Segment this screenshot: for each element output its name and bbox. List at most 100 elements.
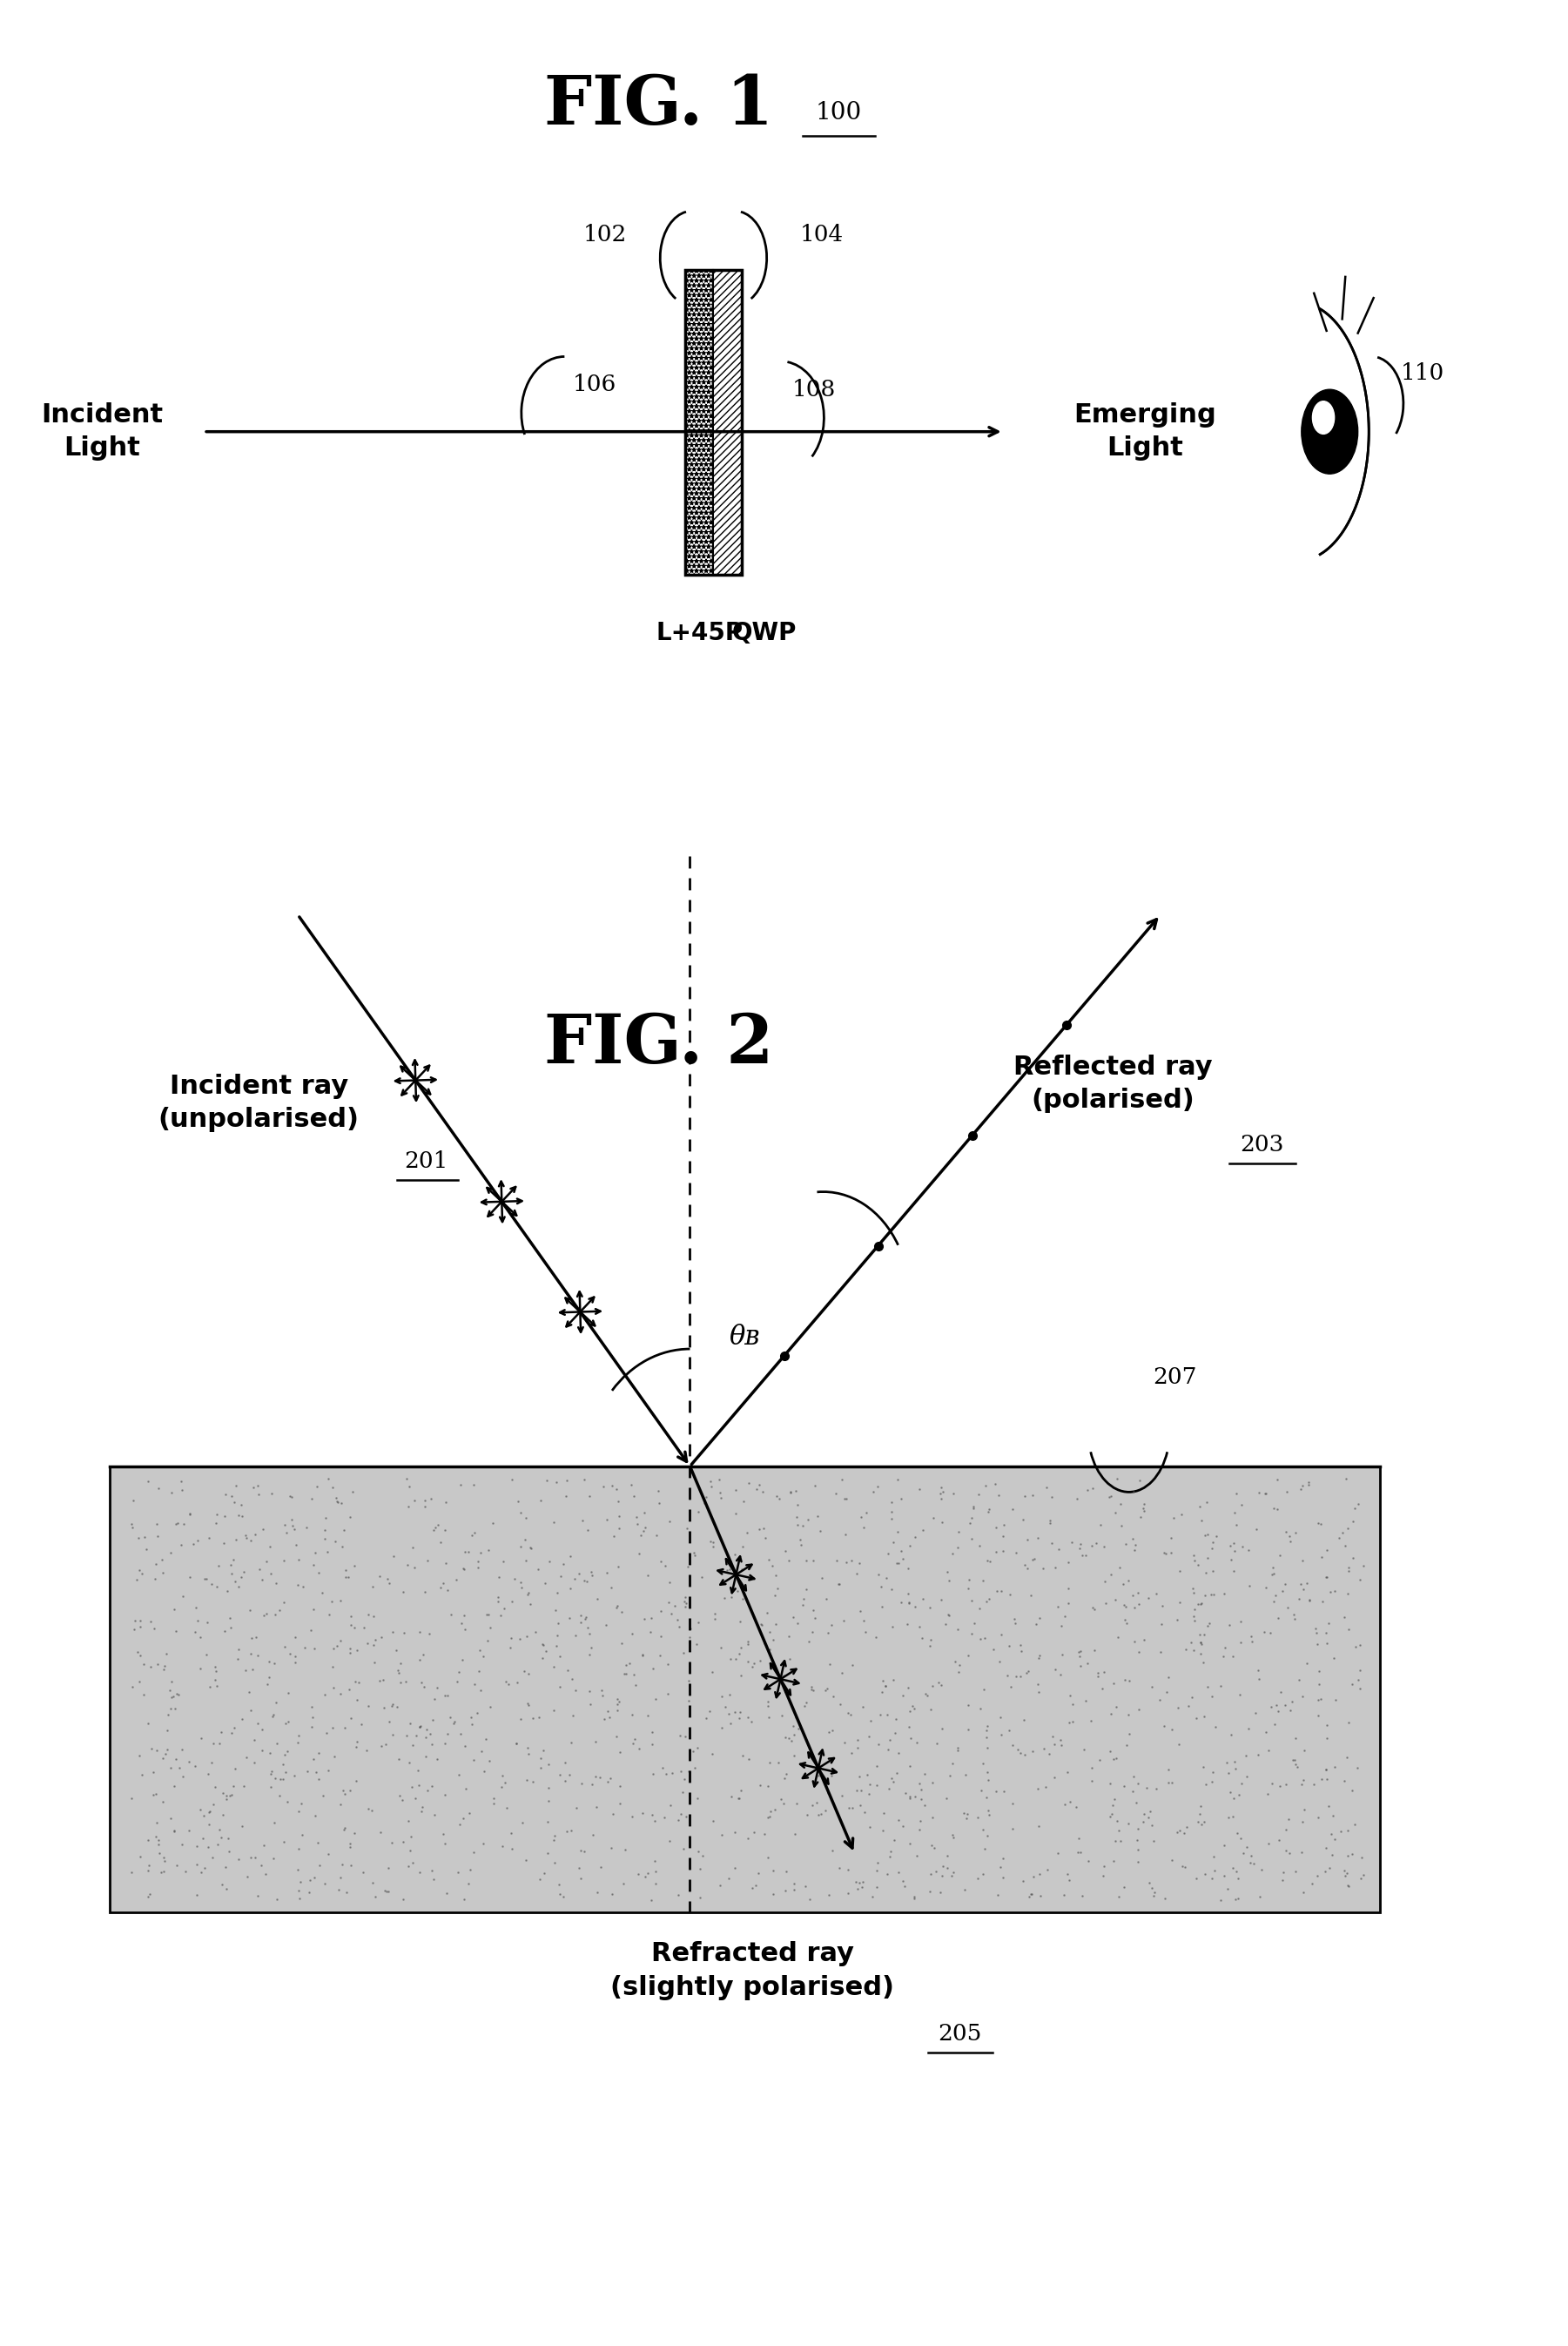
Point — [530, 1640, 555, 1677]
Point — [408, 1708, 433, 1745]
Point — [913, 1755, 938, 1792]
Point — [784, 1785, 809, 1823]
Point — [822, 1677, 847, 1715]
Point — [408, 1612, 433, 1649]
Point — [1138, 1792, 1163, 1830]
Point — [1104, 1823, 1129, 1860]
Point — [1334, 1811, 1359, 1849]
Point — [125, 1633, 151, 1670]
Point — [1159, 1764, 1184, 1802]
Point — [513, 1541, 538, 1579]
Point — [748, 1642, 773, 1680]
Point — [1189, 1586, 1214, 1623]
Point — [1025, 1769, 1051, 1806]
Point — [988, 1572, 1013, 1609]
Point — [331, 1511, 356, 1548]
Point — [1314, 1720, 1339, 1757]
Point — [991, 1506, 1016, 1544]
Point — [1290, 1541, 1316, 1579]
Point — [613, 1656, 638, 1694]
Point — [257, 1642, 282, 1680]
Point — [1195, 1607, 1220, 1645]
Point — [1104, 1459, 1129, 1497]
Point — [1200, 1752, 1225, 1790]
Point — [171, 1757, 196, 1795]
Point — [1115, 1562, 1140, 1600]
Point — [1239, 1623, 1264, 1661]
Point — [1113, 1525, 1138, 1562]
Point — [908, 1802, 933, 1839]
Point — [804, 1497, 829, 1534]
Point — [299, 1480, 325, 1518]
Point — [685, 1832, 710, 1870]
Point — [1113, 1588, 1138, 1626]
Point — [610, 1593, 635, 1630]
Point — [1159, 1534, 1184, 1572]
Point — [229, 1497, 254, 1534]
Point — [417, 1614, 442, 1652]
Point — [735, 1699, 760, 1736]
Point — [960, 1520, 985, 1558]
Point — [853, 1614, 878, 1652]
Point — [728, 1602, 753, 1640]
Point — [909, 1619, 935, 1656]
Point — [793, 1569, 818, 1607]
Point — [1283, 1600, 1308, 1638]
Point — [784, 1499, 809, 1537]
Point — [499, 1830, 524, 1867]
Point — [673, 1588, 698, 1626]
Point — [1295, 1466, 1320, 1504]
Point — [1184, 1699, 1209, 1736]
Point — [143, 1560, 168, 1598]
Point — [895, 1548, 920, 1586]
Point — [971, 1856, 996, 1893]
Point — [974, 1584, 999, 1621]
Point — [1040, 1478, 1065, 1516]
Point — [613, 1830, 638, 1867]
Point — [1135, 1799, 1160, 1837]
Point — [234, 1738, 259, 1776]
Point — [129, 1555, 154, 1593]
Point — [204, 1497, 229, 1534]
Point — [760, 1874, 786, 1912]
Point — [188, 1649, 213, 1687]
Point — [941, 1853, 966, 1891]
Point — [1011, 1863, 1036, 1900]
Point — [122, 1602, 147, 1640]
Point — [762, 1790, 787, 1828]
Point — [1011, 1701, 1036, 1738]
Point — [442, 1703, 467, 1741]
Point — [1168, 1497, 1193, 1534]
Point — [466, 1541, 491, 1579]
Point — [259, 1555, 284, 1593]
Point — [1102, 1494, 1127, 1532]
Point — [1190, 1748, 1215, 1785]
Point — [880, 1492, 905, 1530]
Point — [723, 1694, 748, 1731]
Point — [648, 1638, 673, 1675]
Point — [892, 1867, 917, 1905]
Point — [935, 1837, 960, 1874]
Point — [403, 1781, 428, 1818]
Point — [447, 1806, 472, 1844]
Point — [808, 1513, 833, 1551]
Point — [129, 1837, 154, 1874]
Point — [676, 1682, 701, 1720]
Point — [906, 1471, 931, 1508]
Point — [445, 1853, 470, 1891]
Point — [1014, 1520, 1040, 1558]
Point — [1126, 1809, 1151, 1846]
Point — [234, 1858, 259, 1896]
Point — [597, 1760, 622, 1797]
Point — [815, 1614, 840, 1652]
Point — [252, 1856, 278, 1893]
Point — [693, 1701, 718, 1738]
Point — [1311, 1584, 1336, 1621]
Point — [1049, 1607, 1074, 1645]
Point — [315, 1752, 340, 1790]
Point — [1292, 1790, 1317, 1828]
Point — [274, 1783, 299, 1820]
Point — [996, 1713, 1021, 1750]
Point — [579, 1553, 604, 1591]
Point — [564, 1790, 590, 1828]
